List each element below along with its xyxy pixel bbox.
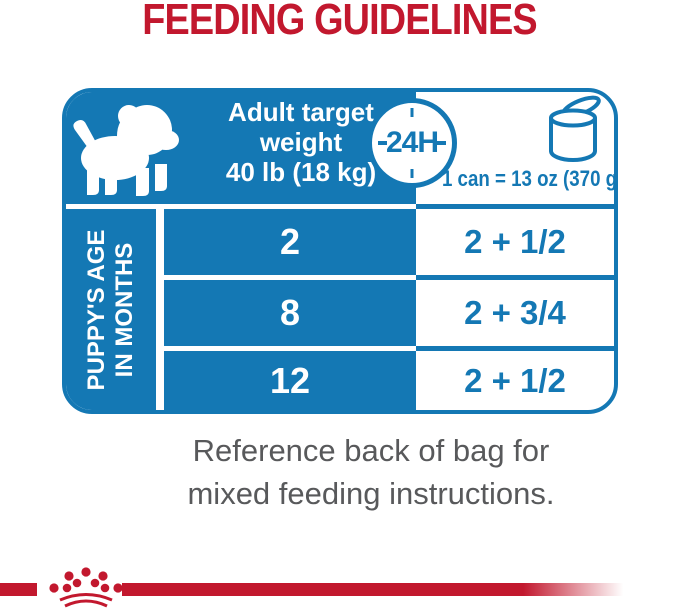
adult-target-weight: Adult target weight 40 lb (18 kg) xyxy=(186,97,416,187)
amount-separator xyxy=(416,275,614,280)
clock-tick-top xyxy=(410,108,414,117)
amount-separator xyxy=(416,346,614,351)
can-equivalence-label: 1 can = 13 oz (370 g) xyxy=(441,166,618,191)
table-row-1-age: 2 xyxy=(164,209,416,275)
feeding-guidelines-title: FEEDING GUIDELINES xyxy=(142,0,537,44)
feeding-table: Adult target weight 40 lb (18 kg) 24H 1 … xyxy=(62,88,618,414)
clock-dash-left xyxy=(378,141,387,145)
table-row-2-age: 8 xyxy=(164,280,416,346)
table-row-2-amount: 2 + 3/4 xyxy=(464,294,566,331)
clock-tick-bottom xyxy=(410,169,414,178)
table-row-3-amount: 2 + 1/2 xyxy=(464,361,566,399)
clock-dash-right xyxy=(437,141,446,145)
adult-target-weight-value: 40 lb (18 kg) xyxy=(225,157,377,187)
amount-separator xyxy=(416,204,614,209)
footnote: Reference back of bag for mixed feeding … xyxy=(187,433,555,511)
brand-bar-left xyxy=(0,583,37,596)
duration-badge-label: 24H xyxy=(385,126,439,159)
clock-24h-icon: 24H xyxy=(367,98,457,188)
royal-canin-crown-logo xyxy=(49,567,123,608)
table-row-3-age: 12 xyxy=(164,351,416,410)
age-axis-label: PUPPY'S AGE IN MONTHS xyxy=(83,229,138,390)
puppy-icon xyxy=(73,105,179,196)
open-can-icon xyxy=(549,95,601,162)
table-row-1-amount: 2 + 1/2 xyxy=(464,223,566,260)
adult-target-weight-label: Adult target weight xyxy=(228,97,374,157)
brand-bar-right xyxy=(122,583,679,596)
age-axis-column: PUPPY'S AGE IN MONTHS xyxy=(66,209,156,410)
